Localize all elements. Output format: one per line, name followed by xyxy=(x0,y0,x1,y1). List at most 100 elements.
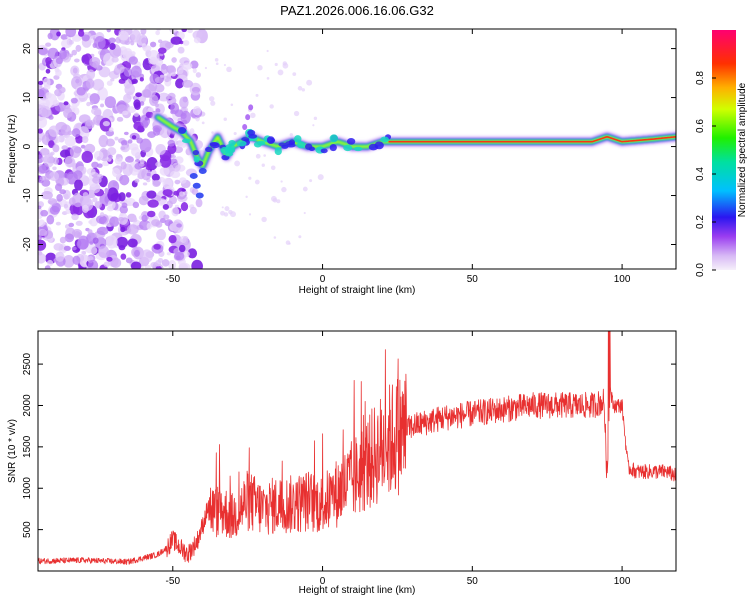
heatmap-cell xyxy=(122,110,129,116)
heatmap-cell xyxy=(53,157,59,165)
heatmap-cell xyxy=(127,238,138,248)
heatmap-cell xyxy=(261,216,267,223)
heatmap-cell xyxy=(120,226,126,233)
heatmap-cell xyxy=(133,112,140,117)
heatmap-cell xyxy=(87,229,93,234)
heatmap-cell xyxy=(116,236,129,248)
bottom-y-ticks: 500 1000 1500 2000 2500 xyxy=(22,353,676,538)
heatmap-cell xyxy=(169,29,178,34)
heatmap-cell xyxy=(139,77,144,82)
heatmap-cell xyxy=(77,235,89,250)
heatmap-cell xyxy=(127,106,137,114)
top-y-ticks: -20 -10 0 10 20 xyxy=(22,43,676,252)
heatmap-cell xyxy=(41,156,50,163)
heatmap-cell xyxy=(130,51,136,56)
heatmap-cell xyxy=(38,88,45,98)
heatmap-cell xyxy=(89,217,99,227)
heatmap-cell xyxy=(255,153,261,159)
heatmap-cell xyxy=(59,149,71,158)
top-x-ticks: -50 0 50 100 xyxy=(166,29,631,285)
heatmap-ridge xyxy=(151,104,676,199)
heatmap-cell xyxy=(115,153,121,160)
heatmap-cell xyxy=(84,120,95,130)
heatmap-cell xyxy=(86,69,96,80)
heatmap-cell xyxy=(182,236,189,244)
heatmap-cell xyxy=(87,259,99,269)
heatmap-cell xyxy=(150,41,157,48)
heatmap-cell xyxy=(134,249,140,257)
heatmap-cell xyxy=(139,101,145,106)
ridge-blob xyxy=(195,192,204,199)
ridge-blob xyxy=(198,168,207,175)
heatmap-cell xyxy=(146,222,152,230)
heatmap-cell xyxy=(189,128,195,135)
ridge-blob xyxy=(241,137,250,142)
x-tick-label: 50 xyxy=(467,576,479,587)
heatmap-cell xyxy=(61,145,69,151)
heatmap-cell xyxy=(102,121,110,127)
heatmap-cell xyxy=(142,182,148,186)
heatmap-cell xyxy=(317,174,324,181)
heatmap-cell xyxy=(131,135,137,140)
heatmap-cell xyxy=(45,57,52,65)
heatmap-cell xyxy=(189,82,202,96)
heatmap-cell xyxy=(139,138,152,153)
colorbar-gradient xyxy=(712,30,736,270)
ridge-blob xyxy=(293,135,302,143)
heatmap-cell xyxy=(81,135,89,144)
heatmap-cell xyxy=(151,64,161,72)
heatmap-cell xyxy=(75,44,82,52)
heatmap-cell xyxy=(95,215,107,224)
heatmap-cell xyxy=(107,187,119,202)
colorbar-label: Normalized spectral amplitude xyxy=(737,82,748,217)
heatmap-cell xyxy=(250,112,256,119)
heatmap-cell xyxy=(289,133,294,137)
heatmap-cell xyxy=(131,147,141,157)
heatmap-cell xyxy=(53,243,64,251)
heatmap-cell xyxy=(63,107,73,119)
heatmap-cell xyxy=(182,79,194,88)
heatmap-cell xyxy=(64,233,75,243)
heatmap-cell xyxy=(248,213,252,216)
ridge-blob xyxy=(205,146,213,153)
heatmap-cell xyxy=(71,128,81,138)
heatmap-cell xyxy=(155,30,160,36)
heatmap-cell xyxy=(108,37,117,44)
chart-title: PAZ1.2026.006.16.06.G32 xyxy=(280,3,434,18)
heatmap-cell xyxy=(38,137,42,143)
bottom-x-axis-label: Height of straight line (km) xyxy=(299,585,416,596)
heatmap-cell xyxy=(67,130,73,136)
heatmap-cell xyxy=(130,29,141,43)
heatmap-cell xyxy=(46,214,55,225)
heatmap-cell xyxy=(56,31,61,37)
heatmap-cell xyxy=(105,235,118,249)
ridge-blob xyxy=(248,104,254,111)
heatmap-cell xyxy=(124,40,131,46)
heatmap-cell xyxy=(182,98,187,102)
heatmap-cell xyxy=(114,63,125,74)
heatmap-cell xyxy=(191,188,199,196)
heatmap-cell xyxy=(180,112,187,119)
heatmap-cell xyxy=(89,57,101,68)
heatmap-cell xyxy=(59,236,67,244)
heatmap-cell xyxy=(155,265,162,269)
heatmap-cell xyxy=(44,230,54,240)
heatmap-cell xyxy=(72,67,78,74)
heatmap-cell xyxy=(128,56,138,65)
heatmap-cell xyxy=(233,131,237,136)
heatmap-cell xyxy=(158,47,167,54)
heatmap-cell xyxy=(96,226,109,236)
heatmap-cell xyxy=(118,217,125,222)
heatmap-cell xyxy=(223,63,227,67)
heatmap-cell xyxy=(82,191,89,198)
heatmap-cell xyxy=(261,163,265,167)
heatmap-cell xyxy=(189,206,197,215)
heatmap-cell xyxy=(144,84,157,99)
heatmap-cell xyxy=(71,34,82,42)
ridge-blob xyxy=(374,141,384,150)
ridge-blob xyxy=(192,149,199,156)
heatmap-cell xyxy=(70,97,78,104)
heatmap-cell xyxy=(134,178,140,183)
heatmap-cell xyxy=(171,207,180,217)
